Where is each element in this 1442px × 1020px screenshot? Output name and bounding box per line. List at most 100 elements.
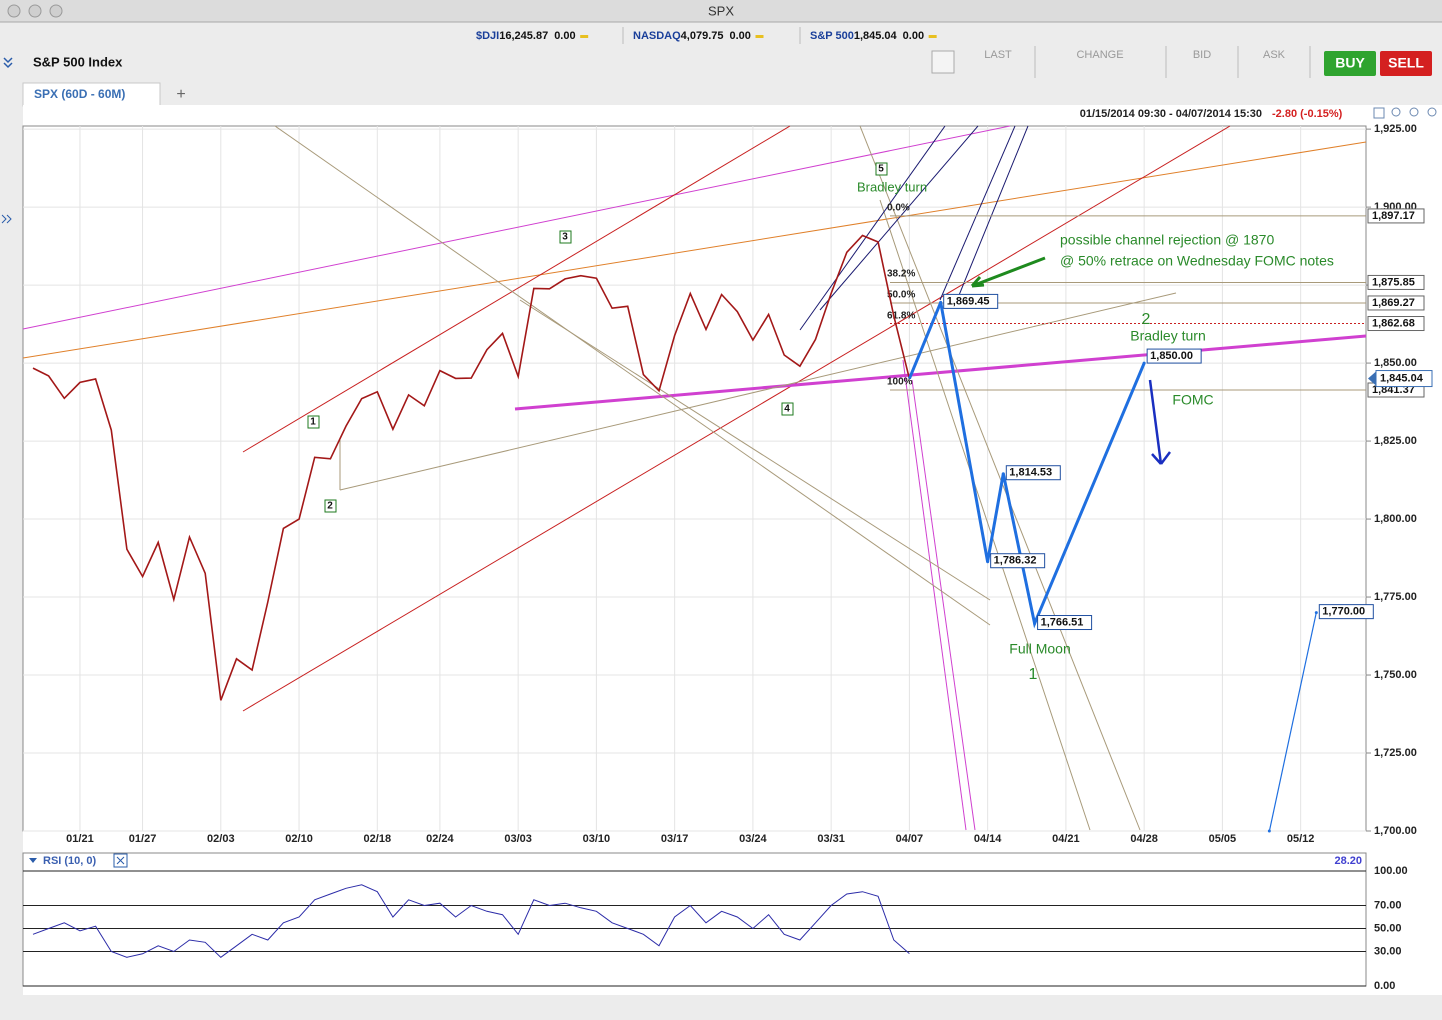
projection-connector <box>908 301 943 380</box>
annotation: 1 <box>1029 666 1038 683</box>
ticker-flag <box>580 35 589 38</box>
column-header: LAST <box>984 49 1012 61</box>
fib-label: 38.2% <box>887 269 915 280</box>
wave-label: 1 <box>310 417 316 428</box>
rsi-plot: 0.00 30.00 50.00 70.00 100.00 <box>23 865 1408 992</box>
x-tick-label: 04/21 <box>1052 833 1080 845</box>
y-tick-label: 1,850.00 <box>1374 357 1417 369</box>
sell-button[interactable] <box>1380 51 1432 76</box>
column-header: CHANGE <box>1076 49 1123 61</box>
projection-point <box>1033 622 1037 626</box>
side-expand[interactable] <box>1 214 12 224</box>
y-tick-label: 0.00 <box>1374 980 1395 992</box>
x-tick-label: 03/24 <box>739 833 767 845</box>
ticker-flag <box>755 35 764 38</box>
y-tick-label: 1,750.00 <box>1374 669 1417 681</box>
ticker-price: 4,079.75 <box>681 30 724 42</box>
wave-box <box>307 415 320 429</box>
value-label-box <box>990 553 1046 569</box>
trend-line <box>274 125 991 626</box>
window-minimize[interactable] <box>28 4 42 18</box>
settings-icon[interactable] <box>931 50 955 74</box>
value-label-box <box>1037 615 1093 631</box>
value-label-box <box>943 293 999 309</box>
projection-point <box>1267 829 1271 833</box>
projection-point <box>939 300 943 304</box>
fib-label: 61.8% <box>887 311 915 322</box>
y-tick-label: 1,700.00 <box>1374 825 1417 837</box>
projection-point <box>1142 361 1146 365</box>
y-tick-label: 1,825.00 <box>1374 435 1417 447</box>
trend-line <box>242 125 1231 712</box>
range-text: 01/15/2014 09:30 - 04/07/2014 15:30 <box>1080 108 1262 120</box>
chart-tab-label[interactable]: SPX (60D - 60M) <box>34 87 125 101</box>
wave-label: 4 <box>784 404 790 415</box>
value-label-box <box>1146 348 1202 364</box>
zoom-out[interactable] <box>1409 107 1419 117</box>
annotation: possible channel rejection @ 1870 <box>1060 232 1274 248</box>
trend-line <box>242 125 791 453</box>
annotation: FOMC <box>1172 392 1213 408</box>
collapse-icon[interactable] <box>3 57 13 69</box>
buy-label[interactable]: BUY <box>1335 55 1365 71</box>
current-price-box <box>1375 370 1433 388</box>
x-tick-label: 03/17 <box>661 833 689 845</box>
level-label-box <box>1367 274 1425 290</box>
level-label: 1,875.85 <box>1372 276 1415 288</box>
y-tick-label: 1,925.00 <box>1374 123 1417 135</box>
fib-label: 50.0% <box>887 290 915 301</box>
x-tick-label: 05/05 <box>1209 833 1237 845</box>
y-tick-label: 50.00 <box>1374 922 1402 934</box>
ticker-symbol: NASDAQ <box>633 30 681 42</box>
x-tick-label: 02/18 <box>364 833 392 845</box>
rsi-close-x[interactable] <box>116 856 125 865</box>
rsi-line <box>32 884 910 958</box>
projection-point <box>986 560 990 564</box>
ticker-symbol: S&P 500 <box>810 30 854 42</box>
value-label: 1,770.00 <box>1322 606 1365 618</box>
wave-box <box>781 402 794 416</box>
wave-box <box>559 230 572 244</box>
sell-label[interactable]: SELL <box>1388 55 1424 71</box>
zoom-in[interactable] <box>1391 107 1401 117</box>
buy-button[interactable] <box>1324 51 1376 76</box>
x-tick-label: 02/03 <box>207 833 235 845</box>
value-label: 1,766.51 <box>1041 616 1084 628</box>
price-line <box>32 234 911 701</box>
add-tab[interactable]: + <box>176 86 185 103</box>
ticker-bar: $DJI 16,245.87 0.00 NASDAQ 4,079.75 0.00 S&P 5… <box>476 27 937 44</box>
x-tick-label: 02/10 <box>285 833 313 845</box>
x-tick-label: 04/14 <box>974 833 1002 845</box>
zoom-reset[interactable] <box>1373 107 1385 119</box>
annotation-arrow <box>1148 379 1171 465</box>
level-label-box <box>1367 295 1425 311</box>
level-label: 1,862.68 <box>1372 317 1415 329</box>
current-price-arrow <box>1368 371 1376 386</box>
window-close[interactable] <box>7 4 21 18</box>
x-tick-label: 03/31 <box>817 833 845 845</box>
trend-line <box>819 125 979 311</box>
trend-line <box>22 125 1011 330</box>
annotation: @ 50% retrace on Wednesday FOMC notes <box>1060 253 1334 269</box>
x-tick-label: 05/12 <box>1287 833 1315 845</box>
zoom-fit[interactable] <box>1427 107 1437 117</box>
x-tick-label: 01/21 <box>66 833 94 845</box>
value-label-box <box>1005 465 1061 481</box>
ticker-price: 1,845.04 <box>854 30 898 42</box>
trend-line <box>799 125 946 331</box>
rsi-title: RSI (10, 0) <box>43 855 97 867</box>
y-tick-label: 1,725.00 <box>1374 747 1417 759</box>
wave-box <box>324 499 337 513</box>
window-zoom[interactable] <box>49 4 63 18</box>
instrument-title: S&P 500 Index <box>33 54 123 69</box>
trend-line <box>879 199 1091 831</box>
wave-label: 2 <box>327 501 333 512</box>
title-bar <box>0 0 1442 22</box>
y-tick-label: 1,775.00 <box>1374 591 1417 603</box>
projection-point <box>1001 472 1005 476</box>
ticker-price: 16,245.87 <box>499 30 548 42</box>
rsi-menu[interactable] <box>29 858 37 863</box>
quote-columns: LAST CHANGE BID ASK <box>984 46 1311 78</box>
y-tick-label: 100.00 <box>1374 865 1408 877</box>
value-label: 1,869.45 <box>947 295 990 307</box>
